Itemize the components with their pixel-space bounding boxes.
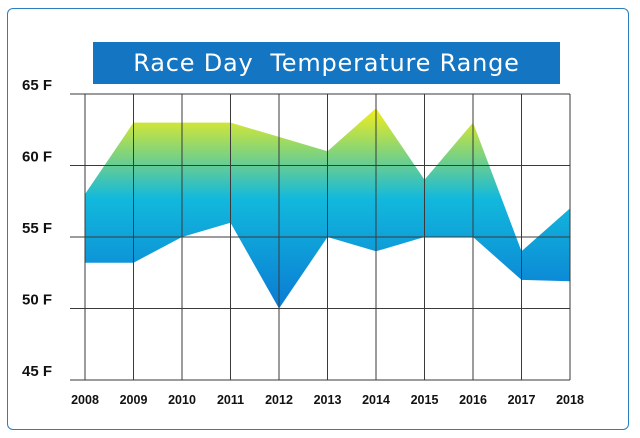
y-tick-label: 45 F — [22, 363, 52, 380]
x-tick-label: 2011 — [217, 393, 244, 407]
x-tick-label: 2008 — [71, 393, 99, 407]
x-tick-label: 2014 — [362, 393, 390, 407]
x-tick-label: 2015 — [411, 393, 439, 407]
x-tick-label: 2013 — [314, 393, 342, 407]
y-tick-label: 55 F — [22, 220, 52, 237]
y-tick-label: 50 F — [22, 292, 52, 309]
x-tick-label: 2009 — [120, 393, 148, 407]
x-tick-label: 2018 — [556, 393, 584, 407]
x-tick-label: 2010 — [168, 393, 196, 407]
x-tick-label: 2016 — [459, 393, 487, 407]
y-tick-label: 60 F — [22, 149, 52, 166]
x-tick-label: 2017 — [508, 393, 536, 407]
x-tick-label: 2012 — [265, 393, 293, 407]
chart-title: Race Day Temperature Range — [93, 42, 560, 84]
y-tick-label: 65 F — [22, 77, 52, 94]
